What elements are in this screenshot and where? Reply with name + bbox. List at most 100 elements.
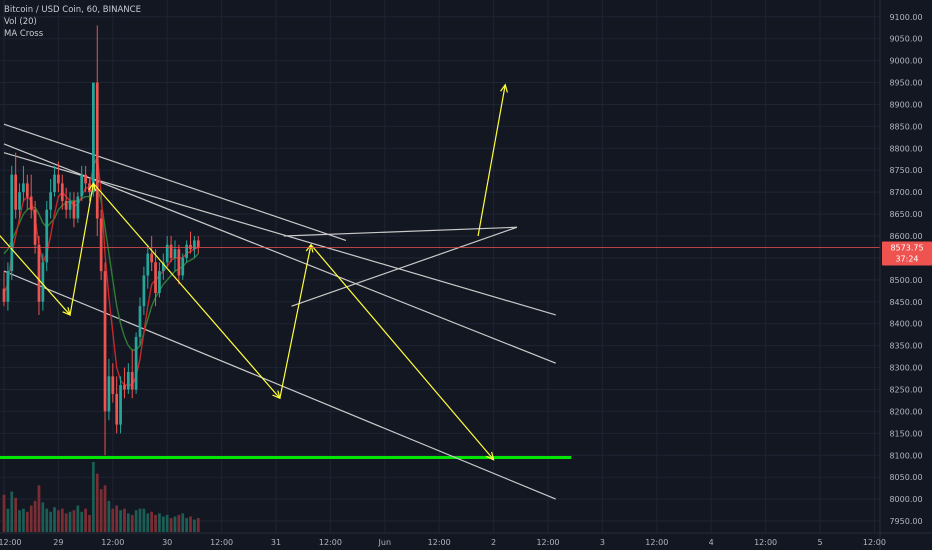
volume-bar bbox=[72, 510, 76, 532]
volume-bar bbox=[150, 511, 154, 532]
arrow-line bbox=[310, 244, 495, 461]
price-tick-label: 7950.00 bbox=[889, 517, 922, 526]
candle-body bbox=[123, 385, 126, 390]
volume-bar bbox=[33, 500, 37, 532]
arrow-line bbox=[477, 84, 506, 237]
candle-body bbox=[154, 262, 157, 294]
ma-cross-indicator-label[interactable]: MA Cross bbox=[4, 29, 44, 39]
volume-bar bbox=[10, 491, 14, 532]
arrow-line bbox=[69, 183, 94, 316]
time-tick-label: Jun bbox=[378, 538, 392, 547]
candle-body bbox=[14, 174, 18, 210]
volume-bar bbox=[173, 516, 177, 532]
volume-bar bbox=[181, 513, 185, 532]
volume-bar bbox=[60, 508, 64, 532]
price-axis[interactable]: 8573.75 37:24 7950.00 8000.00 8050.00 8100.00… bbox=[879, 0, 932, 550]
time-tick-label: 12:00 bbox=[754, 538, 777, 547]
volume-indicator-label[interactable]: Vol (20) bbox=[4, 17, 37, 27]
candle-body bbox=[196, 240, 200, 248]
volume-bar bbox=[41, 502, 45, 532]
candle-body bbox=[41, 262, 45, 302]
candle-body bbox=[126, 371, 130, 390]
volume-bar bbox=[142, 508, 146, 532]
volume-bar bbox=[68, 511, 72, 532]
volume-bar bbox=[64, 513, 68, 532]
price-tick-label: 8300.00 bbox=[889, 364, 922, 373]
candle-body bbox=[29, 196, 33, 210]
price-tick-label: 8600.00 bbox=[889, 232, 922, 241]
price-tick-label: 8050.00 bbox=[889, 473, 922, 482]
candle-body bbox=[76, 196, 80, 219]
candle-body bbox=[33, 209, 37, 245]
candle-body bbox=[177, 249, 181, 276]
candle-body bbox=[161, 262, 165, 272]
price-tick-label: 8450.00 bbox=[889, 298, 922, 307]
candle-body bbox=[53, 174, 56, 193]
candle-body bbox=[57, 174, 60, 184]
candle-body bbox=[193, 240, 196, 250]
volume-bar bbox=[158, 513, 161, 532]
time-tick-label: 12:00 bbox=[319, 538, 342, 547]
volume-bar bbox=[80, 511, 84, 532]
volume-bar bbox=[45, 508, 49, 532]
candle-body bbox=[138, 306, 142, 337]
volume-bar bbox=[22, 508, 25, 532]
symbol-title[interactable]: Bitcoin / USD Coin, 60, BINANCE bbox=[4, 5, 141, 15]
price-tick-label: 8200.00 bbox=[889, 407, 922, 416]
candle-body bbox=[64, 200, 68, 210]
bar-countdown: 37:24 bbox=[895, 255, 918, 264]
volume-bar bbox=[111, 508, 115, 532]
candle-body bbox=[25, 183, 29, 197]
time-tick-label: 12:00 bbox=[210, 538, 233, 547]
candle-body bbox=[49, 192, 52, 210]
time-tick-label: 12:00 bbox=[536, 538, 559, 547]
time-tick-label: 12:00 bbox=[428, 538, 451, 547]
volume-bar bbox=[165, 514, 169, 532]
volume-bar bbox=[88, 514, 91, 532]
price-tick-label: 8850.00 bbox=[889, 122, 922, 131]
arrow-head bbox=[486, 451, 495, 461]
price-tick-label: 8350.00 bbox=[889, 342, 922, 351]
last-price-label-bg bbox=[882, 241, 932, 266]
volume-bar bbox=[154, 514, 157, 532]
volume-bar bbox=[6, 508, 10, 532]
volume-bar bbox=[146, 513, 150, 532]
price-tick-label: 9050.00 bbox=[889, 35, 922, 44]
volume-bar bbox=[130, 514, 134, 532]
arrow-line bbox=[0, 234, 71, 316]
candle-body bbox=[95, 82, 99, 219]
arrow-head bbox=[62, 307, 71, 316]
candle-body bbox=[45, 209, 49, 263]
candle-body bbox=[2, 288, 6, 302]
candle-body bbox=[80, 174, 84, 197]
candle-body bbox=[150, 253, 154, 263]
candle-body bbox=[37, 244, 41, 302]
candle-body bbox=[130, 371, 134, 390]
price-tick-label: 8400.00 bbox=[889, 320, 922, 329]
candle-body bbox=[84, 174, 87, 184]
trendline bbox=[3, 123, 347, 241]
time-tick-label: 12:00 bbox=[645, 538, 668, 547]
candle-body bbox=[165, 244, 169, 263]
price-tick-label: 8650.00 bbox=[889, 210, 922, 219]
candle-body bbox=[10, 174, 14, 272]
volume-bar bbox=[76, 505, 80, 532]
trendline bbox=[3, 270, 557, 500]
trendline bbox=[283, 226, 517, 237]
time-tick-label: 5 bbox=[817, 538, 822, 547]
candle-body bbox=[119, 385, 122, 425]
time-tick-label: 30 bbox=[162, 538, 172, 547]
price-tick-label: 8000.00 bbox=[889, 495, 922, 504]
volume-bar bbox=[29, 505, 33, 532]
candle-body bbox=[189, 244, 192, 250]
candle-body bbox=[92, 82, 95, 193]
volume-bar bbox=[2, 494, 6, 532]
time-tick-label: 4 bbox=[709, 538, 714, 547]
candle-body bbox=[181, 257, 185, 276]
time-axis[interactable]: 12:00 29 12:00 30 12:00 31 12:00 Jun 12:00 2 12:00… bbox=[0, 532, 932, 547]
price-tick-label: 8150.00 bbox=[889, 429, 922, 438]
volume-bar bbox=[53, 507, 56, 532]
last-price-label: 8573.75 bbox=[890, 244, 923, 253]
price-tick-label: 8950.00 bbox=[889, 79, 922, 88]
